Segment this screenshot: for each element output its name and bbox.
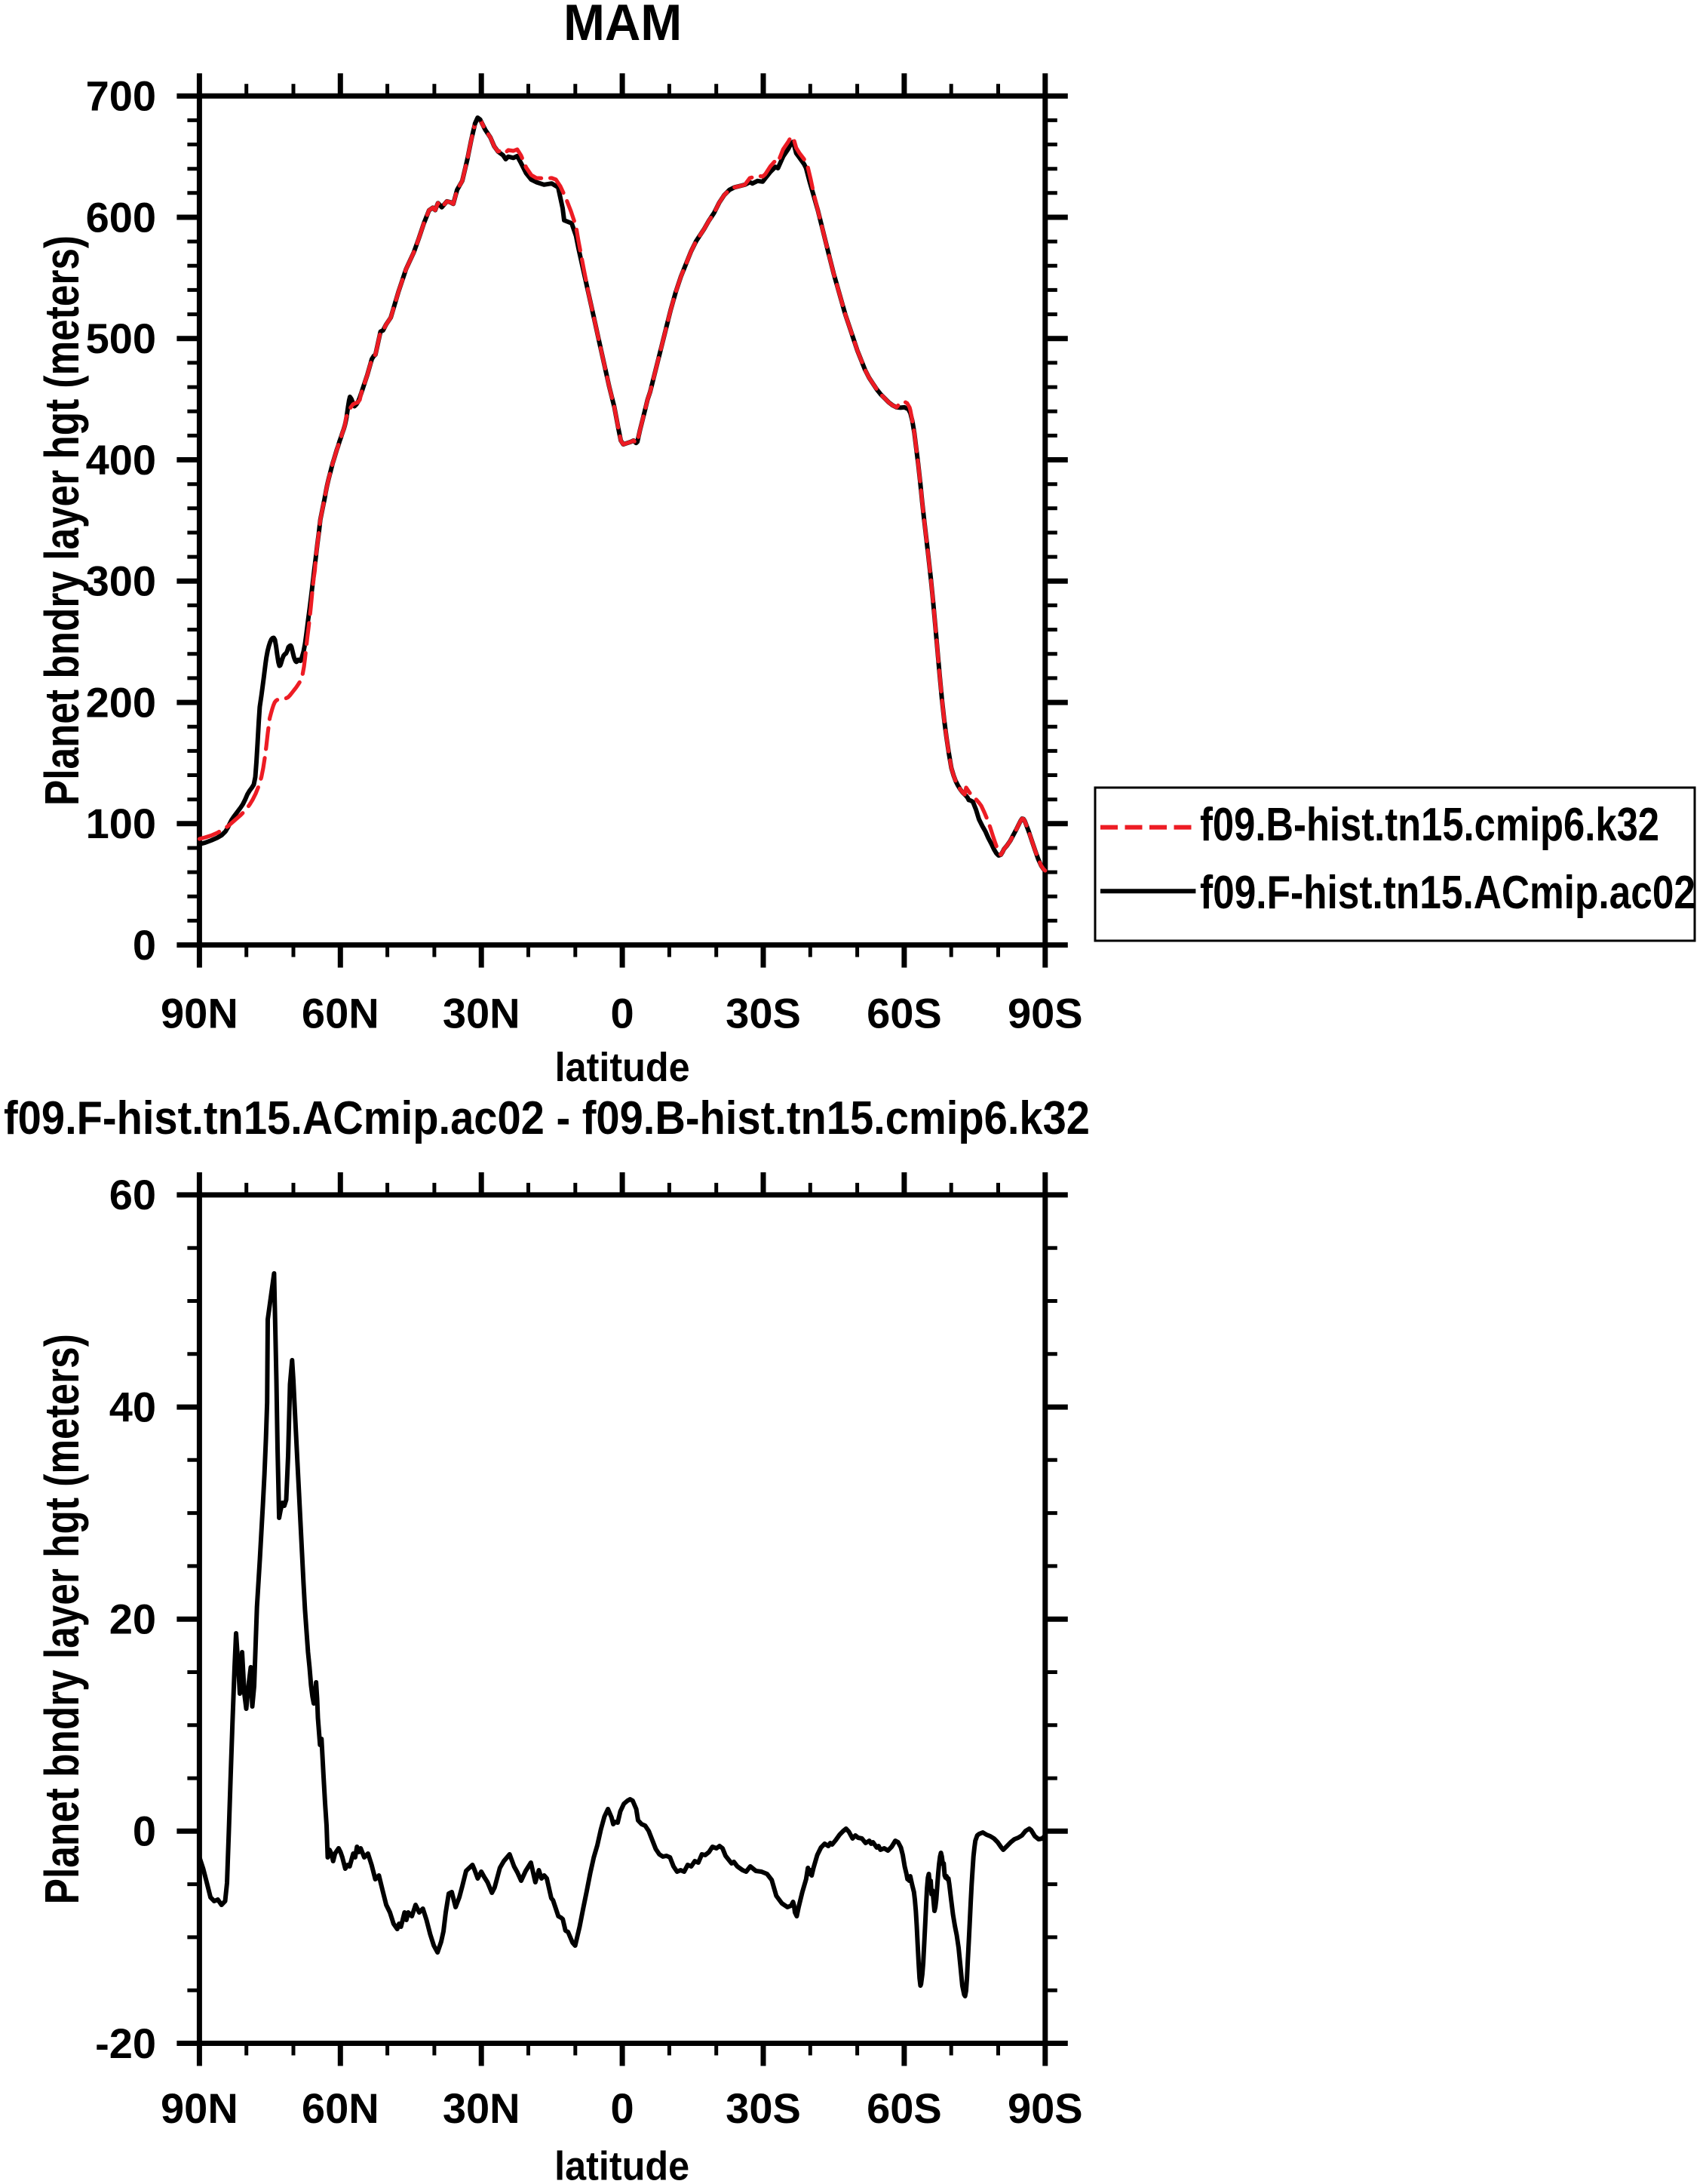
svg-text:600: 600 — [86, 193, 156, 241]
svg-text:Planet bndry layer hgt (meters: Planet bndry layer hgt (meters) — [35, 1334, 89, 1904]
svg-text:latitude: latitude — [554, 2144, 689, 2184]
svg-text:Planet bndry layer hgt (meters: Planet bndry layer hgt (meters) — [35, 235, 89, 806]
svg-text:40: 40 — [109, 1383, 156, 1430]
svg-text:90N: 90N — [161, 990, 238, 1037]
svg-text:f09.B-hist.tn15.cmip6.k32: f09.B-hist.tn15.cmip6.k32 — [1200, 799, 1659, 851]
svg-text:latitude: latitude — [555, 1045, 690, 1090]
svg-text:0: 0 — [133, 921, 156, 969]
svg-text:500: 500 — [86, 315, 156, 362]
svg-text:60N: 60N — [302, 990, 379, 1037]
svg-text:100: 100 — [86, 800, 156, 847]
svg-text:90N: 90N — [161, 2084, 238, 2132]
svg-text:30S: 30S — [726, 2084, 801, 2132]
svg-text:400: 400 — [86, 436, 156, 484]
svg-text:60S: 60S — [867, 990, 942, 1037]
svg-text:200: 200 — [86, 678, 156, 726]
svg-text:MAM: MAM — [563, 0, 682, 51]
svg-text:20: 20 — [109, 1596, 156, 1643]
svg-text:60N: 60N — [302, 2084, 379, 2132]
svg-text:30N: 30N — [443, 990, 520, 1037]
svg-text:300: 300 — [86, 558, 156, 605]
svg-text:90S: 90S — [1008, 990, 1083, 1037]
svg-text:60S: 60S — [867, 2084, 942, 2132]
svg-text:700: 700 — [86, 72, 156, 120]
svg-text:0: 0 — [133, 1808, 156, 1855]
svg-text:f09.F-hist.tn15.ACmip.ac02 - f: f09.F-hist.tn15.ACmip.ac02 - f09.B-hist.… — [4, 1092, 1090, 1144]
svg-text:30N: 30N — [443, 2084, 520, 2132]
svg-text:-20: -20 — [95, 2020, 156, 2067]
svg-text:0: 0 — [611, 990, 634, 1037]
svg-text:0: 0 — [611, 2084, 634, 2132]
svg-text:30S: 30S — [726, 990, 801, 1037]
svg-text:60: 60 — [109, 1171, 156, 1218]
svg-text:90S: 90S — [1008, 2084, 1083, 2132]
svg-text:f09.F-hist.tn15.ACmip.ac02: f09.F-hist.tn15.ACmip.ac02 — [1200, 867, 1695, 919]
